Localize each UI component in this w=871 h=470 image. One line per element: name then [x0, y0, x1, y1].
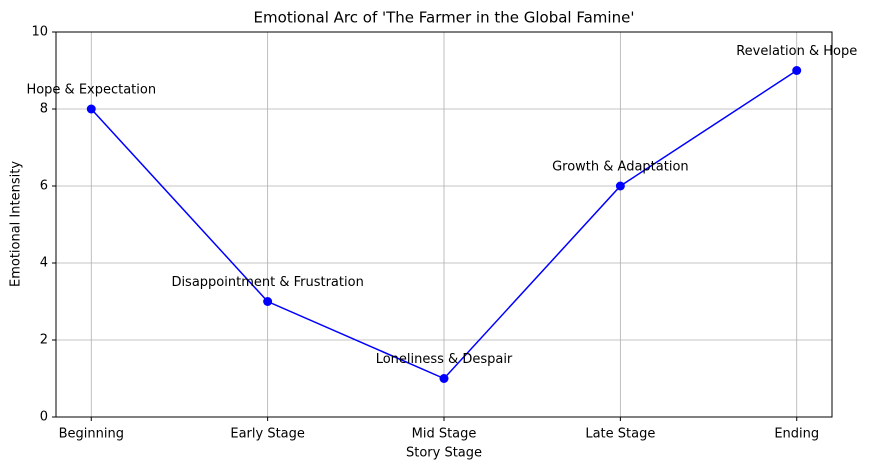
plot: Hope & Expectation Disappointment & Frust…	[26, 44, 857, 383]
y-tick-label: 4	[40, 256, 48, 271]
point-label: Hope & Expectation	[26, 83, 156, 98]
x-tick-label: Beginning	[59, 427, 124, 442]
x-tick-label: Late Stage	[585, 427, 655, 442]
data-point	[86, 104, 96, 114]
x-tick-label: Mid Stage	[412, 427, 477, 442]
y-axis-label: Emotional Intensity	[9, 161, 24, 287]
x-tick-label: Ending	[774, 427, 819, 442]
y-tick-label: 6	[40, 179, 48, 194]
data-point	[615, 181, 625, 191]
point-label: Loneliness & Despair	[376, 352, 513, 367]
x-axis-label: Story Stage	[406, 446, 482, 461]
y-tick-label: 0	[40, 410, 48, 425]
data-point	[263, 297, 273, 306]
data-point	[792, 66, 802, 75]
chart-title: Emotional Arc of 'The Farmer in the Glob…	[254, 9, 635, 27]
point-label: Revelation & Hope	[736, 44, 857, 59]
y-tick-label: 2	[40, 333, 48, 348]
y-tick-label: 8	[40, 102, 48, 117]
point-label: Growth & Adaptation	[552, 160, 689, 175]
data-point	[439, 374, 449, 383]
x-tick-label: Early Stage	[230, 427, 305, 442]
point-label: Disappointment & Frustration	[171, 275, 363, 290]
y-tick-label: 10	[31, 25, 48, 40]
